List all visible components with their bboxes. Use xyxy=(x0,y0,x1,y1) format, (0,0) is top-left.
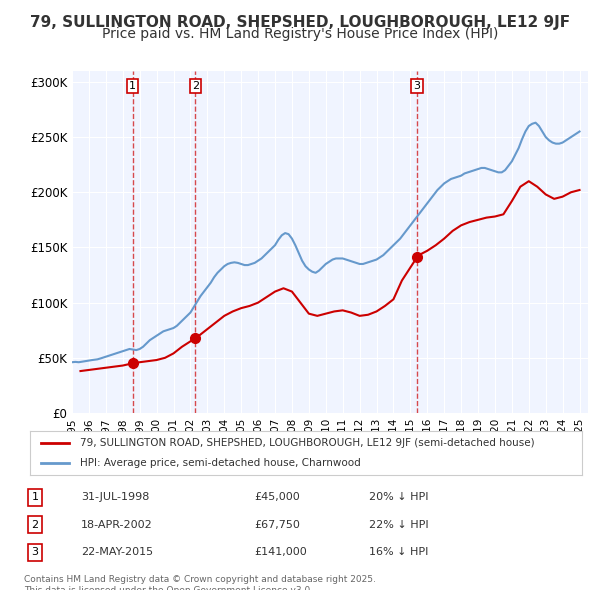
Text: 16% ↓ HPI: 16% ↓ HPI xyxy=(369,547,428,557)
Text: Price paid vs. HM Land Registry's House Price Index (HPI): Price paid vs. HM Land Registry's House … xyxy=(102,27,498,41)
Text: 3: 3 xyxy=(413,81,421,91)
Text: Contains HM Land Registry data © Crown copyright and database right 2025.
This d: Contains HM Land Registry data © Crown c… xyxy=(24,575,376,590)
Text: £141,000: £141,000 xyxy=(254,547,307,557)
Text: 1: 1 xyxy=(129,81,136,91)
Text: 79, SULLINGTON ROAD, SHEPSHED, LOUGHBOROUGH, LE12 9JF: 79, SULLINGTON ROAD, SHEPSHED, LOUGHBORO… xyxy=(30,15,570,30)
Text: 20% ↓ HPI: 20% ↓ HPI xyxy=(369,492,428,502)
Text: 3: 3 xyxy=(32,547,38,557)
Text: £67,750: £67,750 xyxy=(254,520,300,530)
Text: HPI: Average price, semi-detached house, Charnwood: HPI: Average price, semi-detached house,… xyxy=(80,458,361,467)
Text: 2: 2 xyxy=(192,81,199,91)
Text: 2: 2 xyxy=(31,520,38,530)
Text: 18-APR-2002: 18-APR-2002 xyxy=(81,520,153,530)
Text: £45,000: £45,000 xyxy=(254,492,299,502)
Text: 22% ↓ HPI: 22% ↓ HPI xyxy=(369,520,429,530)
Text: 1: 1 xyxy=(32,492,38,502)
Text: 31-JUL-1998: 31-JUL-1998 xyxy=(81,492,149,502)
Text: 22-MAY-2015: 22-MAY-2015 xyxy=(81,547,153,557)
Text: 79, SULLINGTON ROAD, SHEPSHED, LOUGHBOROUGH, LE12 9JF (semi-detached house): 79, SULLINGTON ROAD, SHEPSHED, LOUGHBORO… xyxy=(80,438,535,448)
